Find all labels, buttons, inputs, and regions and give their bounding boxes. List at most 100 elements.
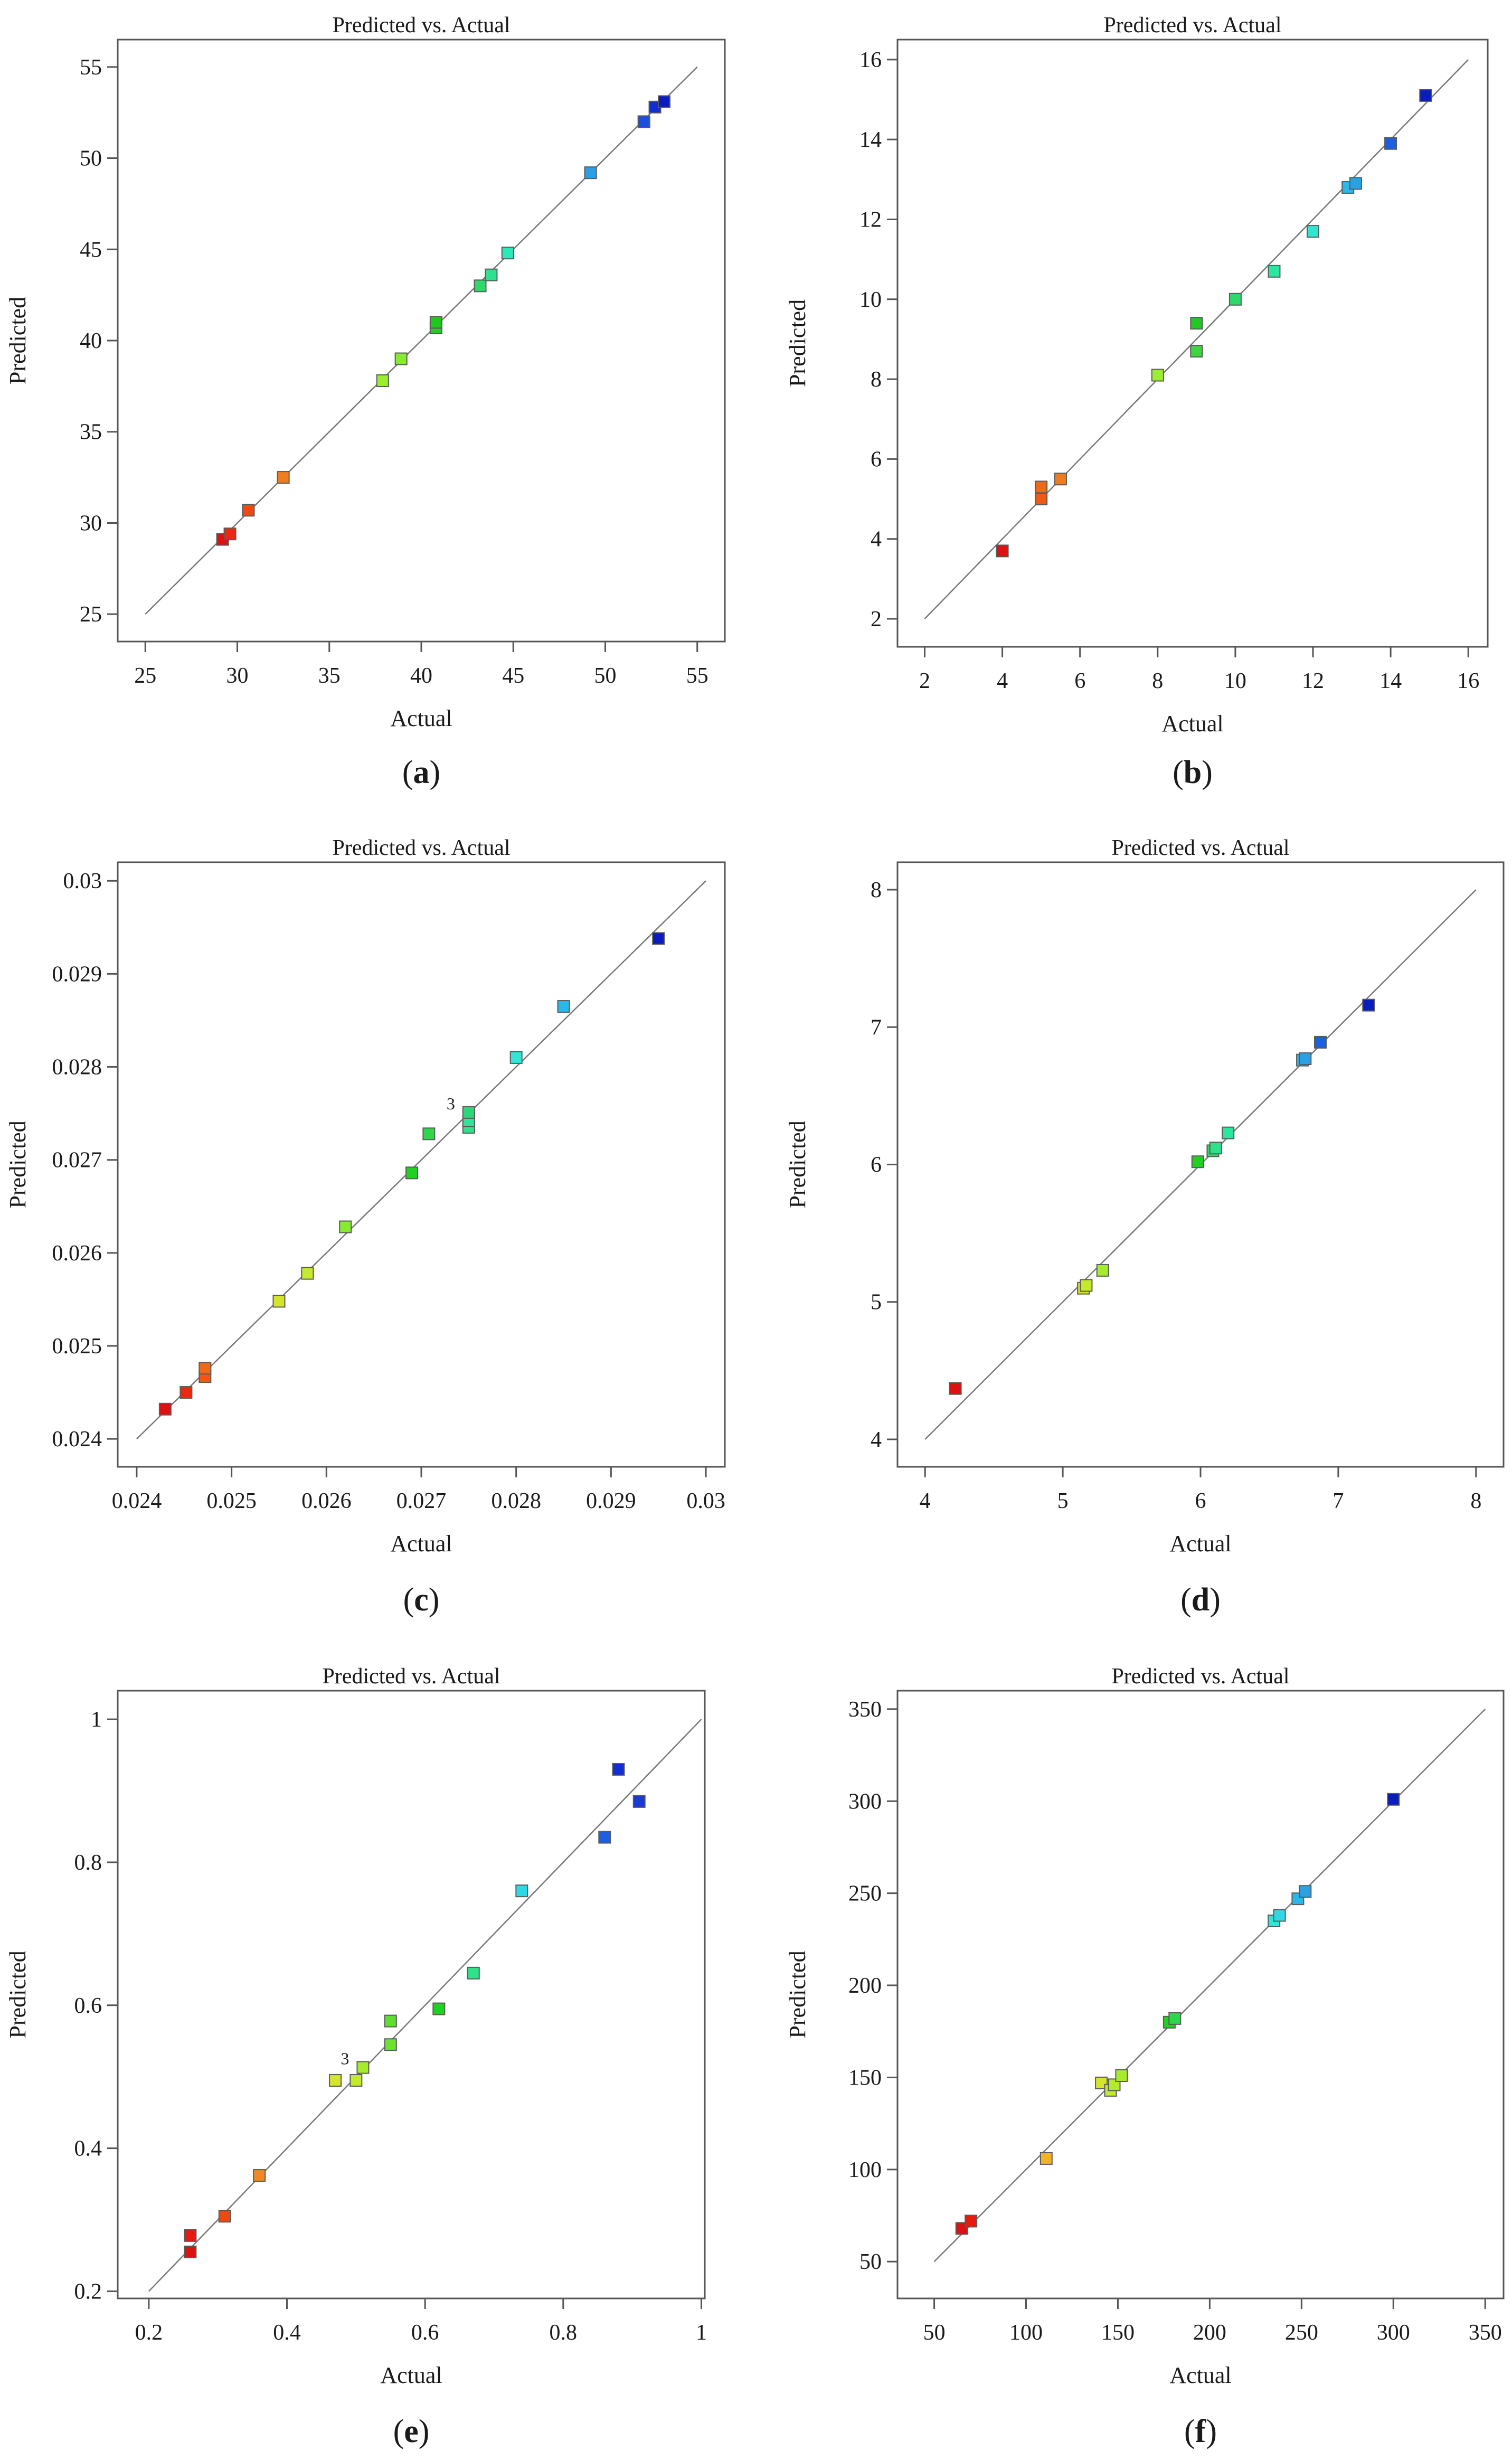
panel-label-letter: a [413,755,430,790]
data-point [184,2229,197,2242]
x-axis-label: Actual [390,705,452,731]
y-tick-label: 6 [871,1153,882,1177]
data-point [1040,2152,1053,2165]
data-point [965,2214,978,2228]
data-point [422,1127,436,1141]
x-tick-label: 0.2 [135,2321,163,2345]
x-axis-label: Actual [380,2362,442,2388]
y-tick-label: 0.4 [74,2137,102,2161]
x-tick-label: 0.028 [491,1489,541,1513]
y-tick-label: 1 [91,1708,102,1732]
x-tick-label: 1 [696,2321,707,2345]
data-point [272,1295,286,1308]
y-tick-label: 0.027 [52,1148,102,1173]
y-tick-label: 0.8 [74,1851,102,1875]
panel-label-close: ) [419,2414,430,2449]
y-tick-label: 7 [871,1015,882,1040]
x-tick-label: 0.029 [586,1489,636,1513]
data-point [1384,137,1397,150]
data-point [1349,177,1362,190]
data-point [376,374,389,387]
data-point [394,352,408,365]
panel-label-open: ( [1184,2414,1195,2449]
data-point [223,527,237,541]
data-point [612,1762,625,1776]
chart-panel-1: Predicted vs. Actual 25 30 35 40 45 50 55 25 30 35… [5,13,726,790]
y-tick-label: 4 [871,1428,882,1452]
data-point [1035,480,1048,494]
data-point [1362,998,1375,1012]
x-tick-label: 45 [502,664,524,688]
data-point [301,1267,314,1280]
chart-panel-3: Predicted vs. Actual 0.024 0.025 0.026 0.027… [5,836,726,1618]
reference-line [924,59,1469,619]
panel-label-letter: f [1195,2414,1207,2449]
panel-label-close: ) [1209,1582,1221,1618]
y-tick-label: 0.2 [74,2279,102,2304]
data-point [199,1362,212,1375]
x-tick-label: 2 [919,669,930,693]
data-point [1273,1909,1286,1922]
data-point [184,2245,197,2258]
data-point [1054,473,1067,486]
data-point [1096,1264,1109,1277]
x-tick-label: 6 [1195,1489,1206,1513]
data-point [598,1831,611,1844]
chart-title: Predicted vs. Actual [322,1664,500,1689]
data-point [949,1382,962,1395]
data-point [1228,293,1242,306]
data-point [501,247,514,260]
panel-label-close: ) [429,1582,440,1618]
panel-label: (b) [1173,755,1213,790]
data-point [339,1220,352,1233]
data-point [658,95,670,108]
chart-panel-5: Predicted vs. Actual 0.2 0.4 0.6 0.8 1 0.2 0.4 0… [5,1664,707,2449]
y-axis-label: Predicted [785,1120,810,1208]
data-point [253,2169,266,2182]
reference-line [148,1719,702,2292]
y-tick-label: 40 [80,329,102,353]
y-tick-label: 25 [80,602,102,627]
chart-panel-6: Predicted vs. Actual 50 100 150 200 250 300 350… [785,1664,1505,2449]
data-point [218,2210,231,2223]
y-tick-label: 0.029 [52,962,102,986]
y-tick-label: 45 [80,238,102,262]
data-point [1268,265,1281,278]
x-tick-label: 300 [1377,2321,1410,2345]
x-tick-label: 14 [1379,669,1402,693]
data-point [485,268,498,281]
x-axis-label: Actual [1161,711,1223,737]
y-tick-label: 200 [848,1974,882,1998]
x-tick-label: 0.8 [550,2321,578,2345]
chart-title: Predicted vs. Actual [332,13,510,37]
y-tick-label: 350 [848,1698,882,1722]
y-tick-label: 5 [871,1290,882,1315]
data-point [405,1166,419,1180]
y-tick-label: 16 [859,48,882,72]
data-point [1035,493,1048,506]
panel-label-open: ( [1173,755,1184,790]
reference-line [145,66,698,615]
data-point [242,504,255,517]
data-point [1190,317,1203,330]
x-tick-label: 0.03 [686,1489,725,1513]
y-tick-label: 8 [871,878,882,902]
plot-frame [117,1690,706,2299]
y-tick-label: 0.03 [63,869,102,893]
y-tick-label: 0.028 [52,1055,102,1080]
panel-label-close: ) [430,755,441,790]
data-point [1313,1035,1327,1049]
x-tick-label: 0.024 [112,1489,162,1513]
x-tick-label: 0.6 [411,2321,439,2345]
y-tick-label: 8 [871,367,882,392]
x-tick-label: 0.026 [301,1489,352,1513]
y-tick-label: 14 [859,128,882,152]
x-tick-label: 150 [1101,2321,1135,2345]
data-point [1151,369,1164,382]
x-tick-label: 4 [920,1489,931,1513]
x-tick-label: 50 [923,2321,946,2345]
x-tick-label: 8 [1152,669,1163,693]
plot-frame [896,39,1489,648]
x-axis-label: Actual [1169,2362,1231,2388]
y-tick-label: 4 [871,527,882,552]
